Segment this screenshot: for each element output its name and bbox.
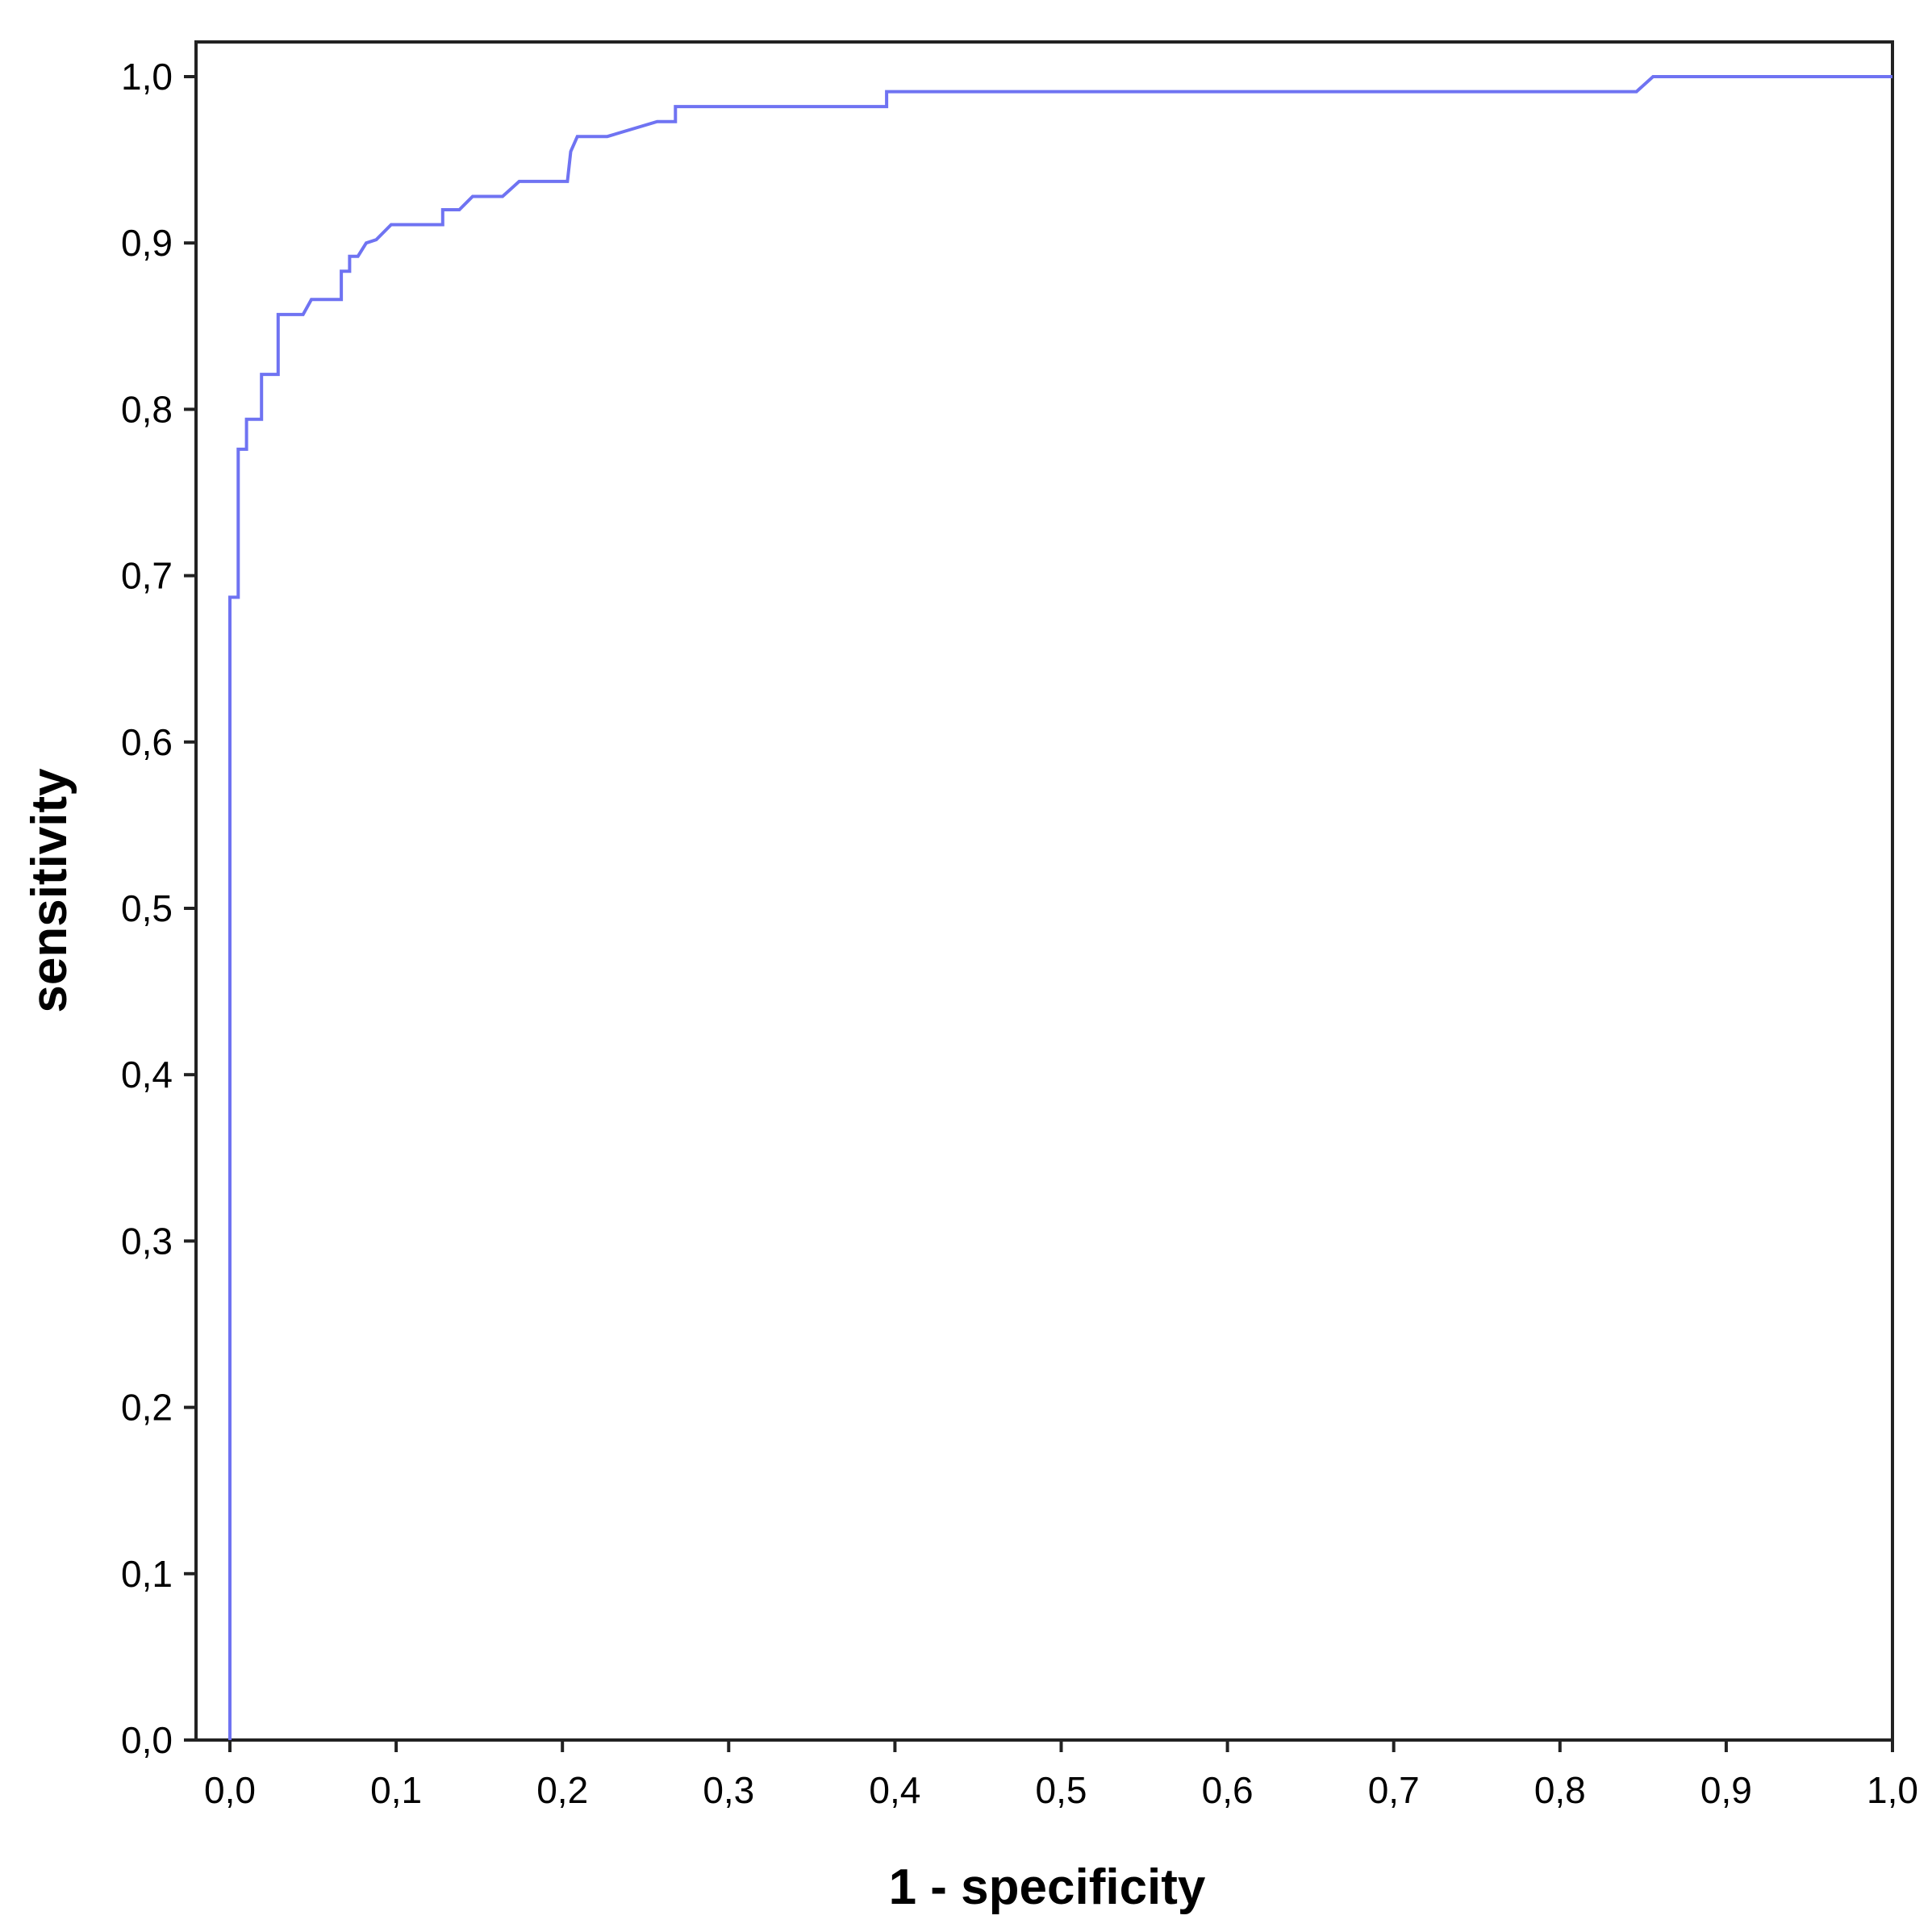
x-tick-label: 0,0 [204, 1769, 256, 1811]
y-tick-label: 0,3 [121, 1220, 173, 1262]
x-tick-label: 0,5 [1036, 1769, 1087, 1811]
x-tick-label: 0,3 [703, 1769, 754, 1811]
y-tick-label: 0,0 [121, 1719, 173, 1761]
y-tick-label: 0,6 [121, 721, 173, 763]
roc-curve-line [228, 75, 1892, 1740]
y-tick-label: 0,8 [121, 388, 173, 430]
x-tick-label: 1,0 [1867, 1769, 1918, 1811]
y-axis: 0,0 0,1 0,2 0,3 0,4 0,5 0,6 0,7 0,8 0,9 1,0 [121, 56, 196, 1761]
x-tick-label: 0,8 [1534, 1769, 1586, 1811]
x-tick-label: 0,1 [370, 1769, 422, 1811]
x-axis-title: 1 - specificity [889, 1859, 1206, 1915]
y-tick-label: 0,5 [121, 887, 173, 929]
y-axis-title: sensitivity [22, 768, 77, 1013]
x-tick-label: 0,4 [869, 1769, 920, 1811]
y-tick-label: 0,7 [121, 555, 173, 597]
y-tick-label: 1,0 [121, 56, 173, 98]
x-tick-label: 0,9 [1700, 1769, 1752, 1811]
y-tick-label: 0,4 [121, 1054, 173, 1095]
y-tick-label: 0,2 [121, 1387, 173, 1429]
plot-frame [194, 40, 1894, 1742]
x-tick-label: 0,2 [536, 1769, 588, 1811]
x-tick-label: 0,7 [1368, 1769, 1420, 1811]
y-tick-label: 0,9 [121, 222, 173, 264]
x-tick-label: 0,6 [1202, 1769, 1254, 1811]
x-axis: 0,0 0,1 0,2 0,3 0,4 0,5 0,6 0,7 0,8 0,9 1,0 [204, 1740, 1918, 1811]
y-tick-label: 0,1 [121, 1553, 173, 1595]
